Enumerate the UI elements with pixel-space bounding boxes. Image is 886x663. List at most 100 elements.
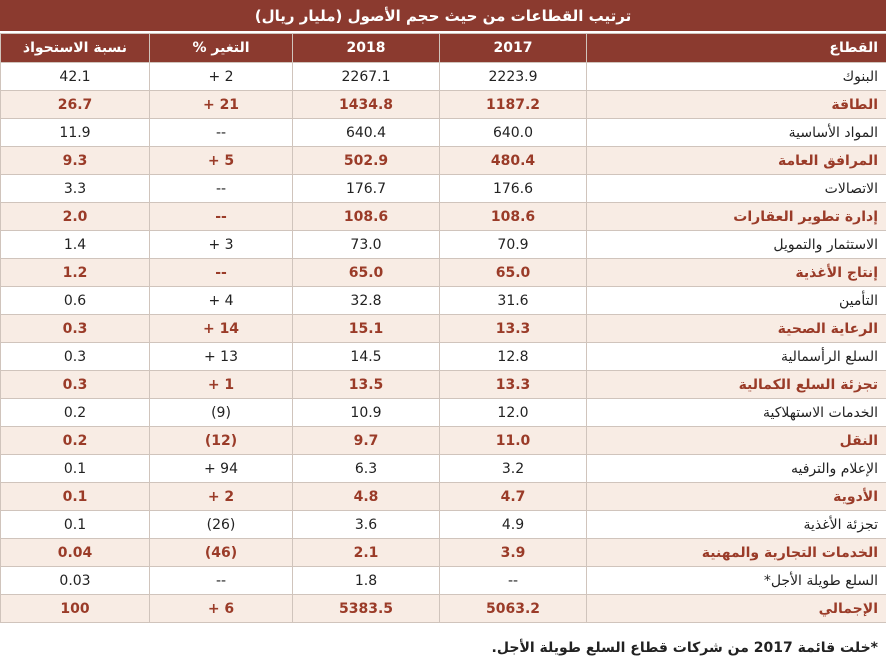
table-row: تجزئة السلع الكمالية 13.3 13.5 1 +0.3 xyxy=(0,370,886,399)
table-row: النقل 11.0 9.7 (12) 0.2 xyxy=(0,426,886,455)
cell-share: 0.3 xyxy=(0,342,150,371)
cell-share: 0.1 xyxy=(0,482,150,511)
table-row: البنوك 2223.9 2267.1 2 +42.1 xyxy=(0,62,886,91)
cell-y2018: 10.9 xyxy=(292,398,440,427)
cell-y2018: 1434.8 xyxy=(292,90,440,119)
cell-sector: البنوك xyxy=(586,62,886,91)
cell-share: 0.1 xyxy=(0,454,150,483)
cell-sector: السلع الرأسمالية xyxy=(586,342,886,371)
cell-y2017: 4.7 xyxy=(439,482,587,511)
cell-change: 5 + xyxy=(149,146,293,175)
cell-sector: التأمين xyxy=(586,286,886,315)
cell-sector: الخدمات التجارية والمهنية xyxy=(586,538,886,567)
cell-y2018: 3.6 xyxy=(292,510,440,539)
cell-sector: إدارة تطوير العقارات xyxy=(586,202,886,231)
cell-y2018: 73.0 xyxy=(292,230,440,259)
cell-change: (12) xyxy=(149,426,293,455)
cell-y2018: 1.8 xyxy=(292,566,440,595)
cell-share: 0.04 xyxy=(0,538,150,567)
cell-share: 0.2 xyxy=(0,398,150,427)
table-row: السلع الرأسمالية 12.8 14.5 13 +0.3 xyxy=(0,342,886,371)
table-row: التأمين 31.6 32.8 4 +0.6 xyxy=(0,286,886,315)
cell-y2017: 640.0 xyxy=(439,118,587,147)
cell-y2018: 15.1 xyxy=(292,314,440,343)
cell-y2018: 640.4 xyxy=(292,118,440,147)
cell-y2017: 12.8 xyxy=(439,342,587,371)
cell-y2018: 4.8 xyxy=(292,482,440,511)
cell-y2017: 65.0 xyxy=(439,258,587,287)
table-row: الإعلام والترفيه 3.2 6.3 94 +0.1 xyxy=(0,454,886,483)
cell-share: 0.6 xyxy=(0,286,150,315)
cell-sector: الرعاية الصحية xyxy=(586,314,886,343)
cell-change: 94 + xyxy=(149,454,293,483)
cell-y2018: 176.7 xyxy=(292,174,440,203)
cell-sector: الاستثمار والتمويل xyxy=(586,230,886,259)
cell-y2017: -- xyxy=(439,566,587,595)
cell-share: 0.03 xyxy=(0,566,150,595)
cell-sector: الأدوية xyxy=(586,482,886,511)
cell-y2017: 176.6 xyxy=(439,174,587,203)
cell-y2017: 108.6 xyxy=(439,202,587,231)
cell-change: 4 + xyxy=(149,286,293,315)
cell-y2018: 2.1 xyxy=(292,538,440,567)
cell-change: 13 + xyxy=(149,342,293,371)
cell-y2017: 12.0 xyxy=(439,398,587,427)
table-body: البنوك 2223.9 2267.1 2 +42.1 الطاقة 1187.2 143… xyxy=(0,62,886,623)
table-row: الاستثمار والتمويل 70.9 73.0 3 +1.4 xyxy=(0,230,886,259)
table-row: تجزئة الأغذية 4.9 3.6 (26) 0.1 xyxy=(0,510,886,539)
cell-sector: الإعلام والترفيه xyxy=(586,454,886,483)
cell-y2018: 13.5 xyxy=(292,370,440,399)
cell-y2017: 70.9 xyxy=(439,230,587,259)
cell-sector: تجزئة السلع الكمالية xyxy=(586,370,886,399)
cell-change: 2 + xyxy=(149,482,293,511)
table-row: الاتصالات 176.6 176.7 -- 3.3 xyxy=(0,174,886,203)
cell-share: 42.1 xyxy=(0,62,150,91)
cell-sector: الخدمات الاستهلاكية xyxy=(586,398,886,427)
cell-change: 2 + xyxy=(149,62,293,91)
cell-share: 11.9 xyxy=(0,118,150,147)
table-row: الخدمات الاستهلاكية 12.0 10.9 (9) 0.2 xyxy=(0,398,886,427)
cell-change: -- xyxy=(149,202,293,231)
cell-share: 100 xyxy=(0,594,150,623)
cell-change: (9) xyxy=(149,398,293,427)
cell-y2018: 108.6 xyxy=(292,202,440,231)
cell-y2017: 11.0 xyxy=(439,426,587,455)
cell-share: 1.4 xyxy=(0,230,150,259)
header-sector: القطاع xyxy=(586,33,886,63)
table-row: الأدوية 4.7 4.8 2 +0.1 xyxy=(0,482,886,511)
cell-sector: المرافق العامة xyxy=(586,146,886,175)
cell-change: -- xyxy=(149,174,293,203)
cell-sector: السلع طويلة الأجل* xyxy=(586,566,886,595)
cell-y2017: 13.3 xyxy=(439,370,587,399)
header-2017: 2017 xyxy=(439,33,587,63)
cell-y2017: 480.4 xyxy=(439,146,587,175)
cell-y2018: 5383.5 xyxy=(292,594,440,623)
cell-y2017: 1187.2 xyxy=(439,90,587,119)
cell-y2017: 31.6 xyxy=(439,286,587,315)
cell-sector: الاتصالات xyxy=(586,174,886,203)
cell-y2017: 5063.2 xyxy=(439,594,587,623)
cell-y2017: 3.9 xyxy=(439,538,587,567)
sector-assets-table: القطاع 2017 2018 التغير % نسبة الاستحواذ… xyxy=(0,33,886,623)
table-row: الإجمالي 5063.2 5383.5 6 +100 xyxy=(0,594,886,623)
cell-share: 0.1 xyxy=(0,510,150,539)
cell-share: 3.3 xyxy=(0,174,150,203)
cell-change: 1 + xyxy=(149,370,293,399)
cell-y2018: 2267.1 xyxy=(292,62,440,91)
table-row: السلع طويلة الأجل* -- 1.8 -- 0.03 xyxy=(0,566,886,595)
cell-change: -- xyxy=(149,118,293,147)
table-title: ترتيب القطاعات من حيث حجم الأصول (مليار … xyxy=(0,0,886,31)
table-footnote: *خلت قائمة 2017 من شركات قطاع السلع طويل… xyxy=(491,640,878,656)
cell-sector: الإجمالي xyxy=(586,594,886,623)
cell-y2017: 13.3 xyxy=(439,314,587,343)
cell-y2017: 4.9 xyxy=(439,510,587,539)
cell-y2018: 65.0 xyxy=(292,258,440,287)
cell-share: 1.2 xyxy=(0,258,150,287)
cell-change: 6 + xyxy=(149,594,293,623)
cell-share: 26.7 xyxy=(0,90,150,119)
cell-y2018: 9.7 xyxy=(292,426,440,455)
header-change: التغير % xyxy=(149,33,293,63)
cell-y2018: 32.8 xyxy=(292,286,440,315)
cell-share: 2.0 xyxy=(0,202,150,231)
cell-y2018: 6.3 xyxy=(292,454,440,483)
